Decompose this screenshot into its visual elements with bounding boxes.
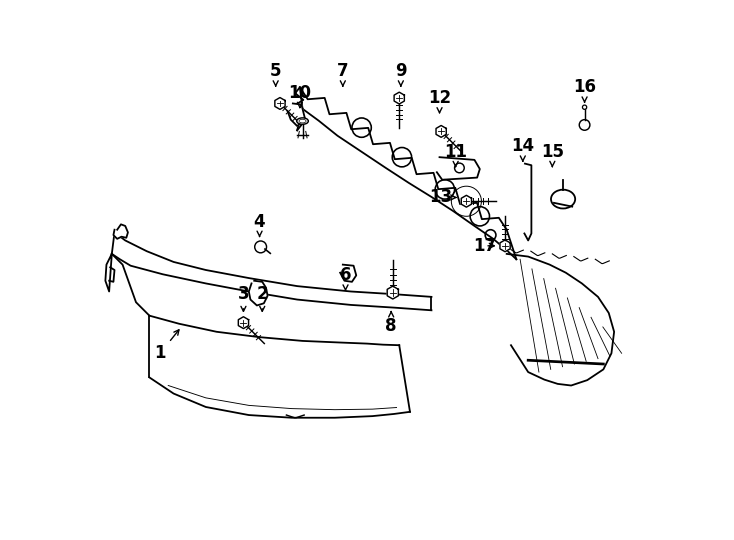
Circle shape [579, 120, 590, 130]
Polygon shape [524, 164, 531, 240]
Polygon shape [500, 240, 510, 252]
Polygon shape [388, 286, 399, 299]
Polygon shape [340, 265, 356, 282]
Circle shape [583, 105, 586, 109]
Polygon shape [437, 157, 480, 180]
Text: 8: 8 [385, 312, 397, 335]
Polygon shape [436, 125, 446, 137]
Polygon shape [150, 316, 410, 418]
Text: 2: 2 [256, 285, 268, 312]
Ellipse shape [297, 118, 308, 124]
Text: 5: 5 [270, 62, 281, 86]
Polygon shape [239, 317, 249, 328]
Text: 6: 6 [340, 266, 352, 291]
Circle shape [255, 241, 266, 253]
Polygon shape [300, 87, 516, 259]
Text: 10: 10 [288, 84, 311, 107]
Text: 14: 14 [512, 138, 534, 161]
Polygon shape [461, 195, 471, 207]
Polygon shape [106, 254, 112, 292]
Polygon shape [275, 98, 285, 110]
Text: 15: 15 [541, 143, 564, 167]
Ellipse shape [551, 190, 575, 208]
Text: 4: 4 [254, 213, 266, 237]
Polygon shape [288, 104, 305, 126]
Polygon shape [394, 92, 404, 104]
Text: 7: 7 [337, 62, 349, 86]
Text: 9: 9 [395, 62, 407, 86]
Text: 11: 11 [444, 143, 467, 167]
Text: 12: 12 [428, 89, 451, 113]
Text: 1: 1 [154, 330, 179, 362]
Polygon shape [114, 224, 128, 239]
Polygon shape [249, 281, 268, 306]
Text: 16: 16 [573, 78, 596, 102]
Polygon shape [506, 254, 614, 386]
Text: 17: 17 [473, 237, 497, 255]
Polygon shape [112, 232, 432, 310]
Text: 3: 3 [238, 285, 250, 312]
Text: 13: 13 [429, 188, 456, 206]
